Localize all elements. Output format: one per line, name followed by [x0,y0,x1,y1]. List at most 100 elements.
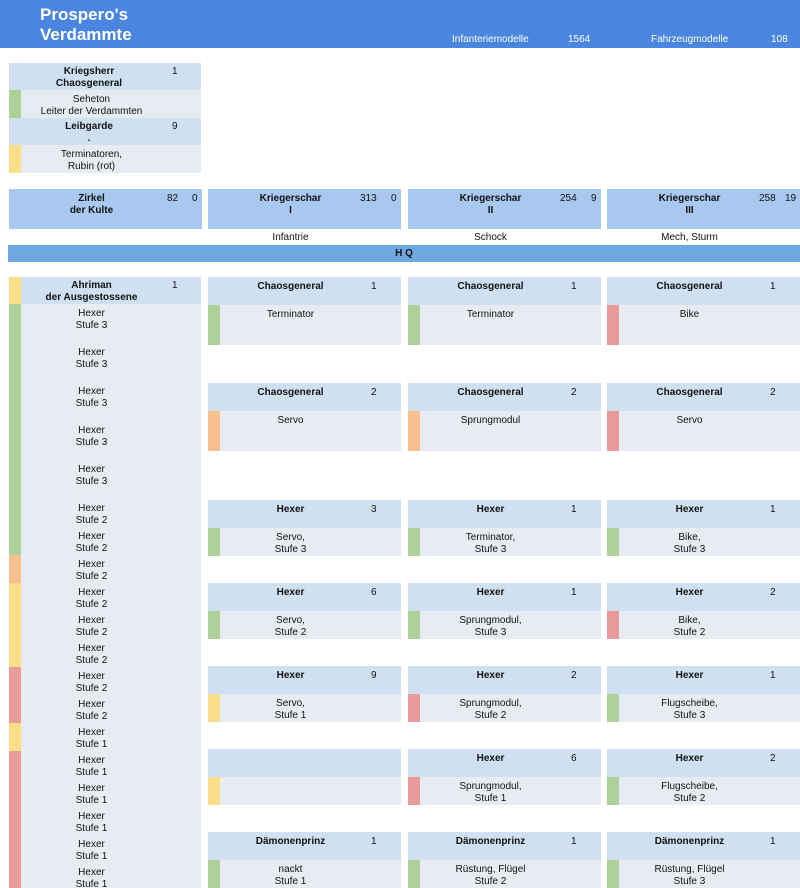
unit-count: 6 [571,753,577,764]
warlord-member-text: Seheton Leiter der Verdammten [40,94,143,117]
status-marker [607,860,619,888]
status-marker [9,382,21,421]
unit-count: 1 [571,281,577,292]
status-marker [9,611,21,639]
unit-title: Dämonenprinz [255,836,326,847]
sorcerer-entry: Hexer Stufe 2 [75,699,108,722]
unit-details: Bike, Stufe 2 [673,615,706,638]
unit-body: Servo [607,411,800,451]
column-title: Kriegerschar III [658,193,721,216]
unit-body: Flugscheibe, Stufe 3 [607,694,800,722]
status-marker [9,695,21,723]
column-subtitle: Infantrie [272,232,309,243]
unit-title: Hexer [675,504,704,515]
sorcerer-entry: Hexer Stufe 1 [75,867,108,888]
unit-details: Sprungmodul, Stufe 3 [459,615,522,638]
unit-details: Servo [277,415,304,426]
unit-count: 2 [371,387,377,398]
infantry-count: 1564 [568,34,591,45]
unit-header: Hexer 1 [607,666,800,694]
unit-count: 2 [770,387,776,398]
status-marker [9,583,21,611]
ahriman-sorcerer-list: Hexer Stufe 3 Hexer Stufe 3 Hexer Stufe … [9,304,201,888]
status-marker [208,611,220,639]
unit-body: Servo, Stufe 2 [208,611,401,639]
unit-body: Bike, Stufe 3 [607,528,800,556]
status-marker [208,860,220,888]
status-marker [9,304,21,343]
column-header: Kriegerschar III 258 19 [607,189,800,229]
column-subtitle: Schock [474,232,507,243]
unit-header: Hexer 6 [408,749,601,777]
unit-count: 1 [571,836,577,847]
unit-details: Bike, Stufe 3 [673,532,706,555]
sorcerer-entry: Hexer Stufe 2 [75,531,108,554]
unit-count: 1 [571,504,577,515]
column-value-b: 9 [591,193,597,204]
unit-header: Dämonenprinz 1 [607,832,800,860]
status-marker [9,667,21,695]
status-marker [408,411,420,451]
unit-header: Hexer 2 [607,749,800,777]
unit-body: Servo, Stufe 1 [208,694,401,722]
guard-title: Leibgarde . [65,121,113,144]
column-value-a: 258 [759,193,776,204]
unit-title: Chaosgeneral [656,281,723,292]
status-marker [9,639,21,667]
unit-details: Sprungmodul [460,415,521,426]
column-value-b: 0 [391,193,397,204]
unit-details: Servo [676,415,703,426]
sorcerer-entry: Hexer Stufe 1 [75,755,108,778]
column-value-a: 313 [360,193,377,204]
unit-count: 1 [571,587,577,598]
sorcerer-entry: Hexer Stufe 2 [75,671,108,694]
status-marker [9,343,21,382]
sorcerer-entry: Hexer Stufe 3 [75,308,108,331]
unit-body: Terminator [408,305,601,345]
unit-body: Sprungmodul, Stufe 2 [408,694,601,722]
unit-body: Sprungmodul [408,411,601,451]
status-marker [208,777,220,805]
unit-header: Chaosgeneral 2 [607,383,800,411]
unit-title: Hexer [476,587,505,598]
unit-title: Dämonenprinz [654,836,725,847]
unit-details: Rüstung, Flügel Stufe 2 [455,864,526,887]
status-marker [607,305,619,345]
ahriman-count: 1 [172,280,178,291]
unit-body: Servo [208,411,401,451]
status-marker [9,421,21,460]
column-subtitle: Mech, Sturm [661,232,718,243]
unit-count: 1 [770,281,776,292]
unit-header: Hexer 1 [607,500,800,528]
column-header: Zirkel der Kulte 82 0 [9,189,202,229]
unit-body: Flugscheibe, Stufe 2 [607,777,800,805]
unit-details: Sprungmodul, Stufe 2 [459,698,522,721]
unit-header: Hexer 9 [208,666,401,694]
sorcerer-entry: Hexer Stufe 3 [75,347,108,370]
sorcerer-entry: Hexer Stufe 2 [75,559,108,582]
unit-details: Bike [679,309,700,320]
status-marker [9,835,21,863]
status-marker [9,779,21,807]
unit-header: Chaosgeneral 1 [408,277,601,305]
sorcerer-entry: Hexer Stufe 2 [75,587,108,610]
status-marker [9,555,21,583]
unit-title: Hexer [675,753,704,764]
unit-count: 6 [371,587,377,598]
status-marker [607,611,619,639]
column-value-a: 254 [560,193,577,204]
unit-details: Terminator [266,309,315,320]
unit-body [208,777,401,805]
status-marker [408,305,420,345]
warlord-member: Seheton Leiter der Verdammten [9,90,201,118]
status-marker [9,499,21,527]
unit-count: 1 [770,670,776,681]
status-marker [208,411,220,451]
status-marker [9,807,21,835]
infantry-label: Infanteriemodelle [452,34,529,45]
status-marker [607,411,619,451]
unit-header: Chaosgeneral 2 [408,383,601,411]
unit-header: Chaosgeneral 1 [208,277,401,305]
unit-details: Terminator, Stufe 3 [465,532,516,555]
unit-details: Flugscheibe, Stufe 3 [661,698,718,721]
